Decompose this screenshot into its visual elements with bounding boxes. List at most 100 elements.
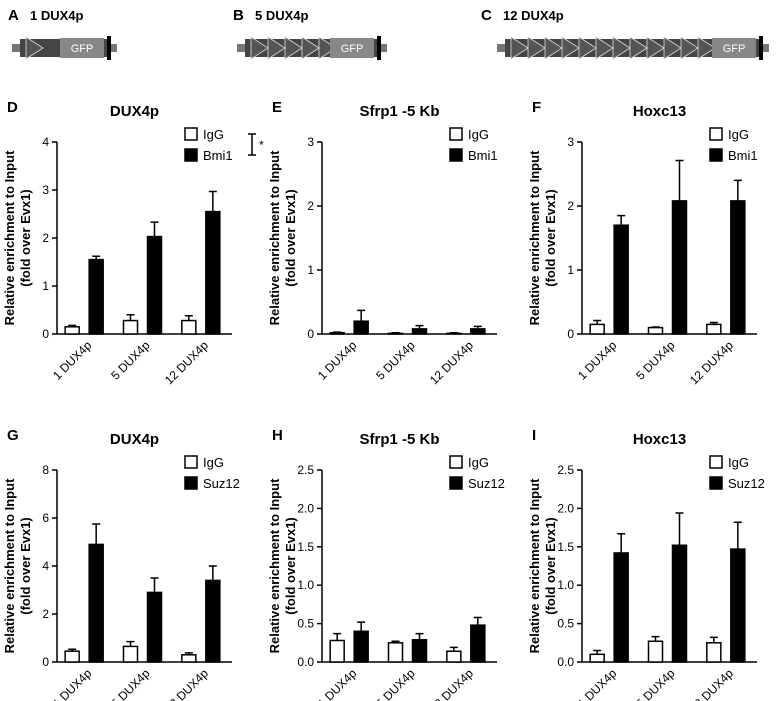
legend-label: Bmi1 xyxy=(468,148,498,163)
chart-title: Hoxc13 xyxy=(633,103,686,120)
bar xyxy=(671,544,688,663)
error-bar xyxy=(473,325,482,329)
y-axis-label: (fold over Evx1) xyxy=(543,189,558,287)
y-tick-label: 4 xyxy=(42,559,49,573)
y-tick-label: 6 xyxy=(42,511,49,525)
legend-label: Bmi1 xyxy=(728,148,758,163)
repeat-unit xyxy=(250,36,269,60)
x-tick-label: 5 DUX4p xyxy=(633,666,678,701)
repeat-unit xyxy=(25,36,44,60)
y-axis-label: (fold over Evx1) xyxy=(18,517,33,615)
significance-bracket xyxy=(248,133,256,156)
y-tick-label: 3 xyxy=(567,135,574,149)
y-tick-label: 8 xyxy=(42,463,49,477)
legend-swatch xyxy=(709,455,723,469)
bar xyxy=(706,642,722,663)
repeat-unit xyxy=(267,36,286,60)
error-bar xyxy=(651,326,660,328)
y-axis-label: Relative enrichment to Input xyxy=(2,150,17,325)
bar xyxy=(146,591,163,663)
bar xyxy=(64,326,80,335)
error-bar xyxy=(449,646,458,652)
gfp-box xyxy=(60,38,104,58)
y-tick-label: 2.5 xyxy=(557,463,574,477)
panel-letter: F xyxy=(532,99,541,116)
y-tick-label: 2.5 xyxy=(297,463,314,477)
bar xyxy=(122,319,139,335)
bar xyxy=(181,319,197,335)
panel-letter: B xyxy=(233,7,244,24)
legend-swatch xyxy=(184,476,198,490)
repeat-unit xyxy=(544,36,563,60)
y-tick-label: 2.0 xyxy=(297,501,314,515)
y-tick-label: 1.5 xyxy=(557,540,574,554)
repeat-unit xyxy=(612,36,631,60)
error-bar xyxy=(150,577,159,593)
x-tick-label: 1 DUX4p xyxy=(575,338,620,383)
error-bar xyxy=(449,331,458,334)
error-bar xyxy=(709,321,718,325)
y-tick-label: 0.0 xyxy=(297,655,314,669)
y-axis-label: (fold over Evx1) xyxy=(283,189,298,287)
repeat-unit xyxy=(318,36,337,60)
gfp-label: GFP xyxy=(723,43,746,55)
y-axis-label: Relative enrichment to Input xyxy=(267,150,282,325)
legend-label: IgG xyxy=(728,127,749,142)
bar xyxy=(122,645,139,663)
repeat-unit xyxy=(629,36,648,60)
repeat-unit xyxy=(510,36,529,60)
y-tick-label: 1.0 xyxy=(557,578,574,592)
error-bar xyxy=(68,648,77,652)
y-tick-label: 0.0 xyxy=(557,655,574,669)
y-tick-label: 2 xyxy=(567,199,574,213)
repeat-unit xyxy=(663,36,682,60)
repeat-unit xyxy=(561,36,580,60)
bar xyxy=(647,326,664,335)
chart-title: Hoxc13 xyxy=(633,431,686,448)
error-bar xyxy=(473,616,482,626)
bar xyxy=(146,235,163,335)
error-bar xyxy=(675,512,684,546)
panel-letter: I xyxy=(532,427,536,444)
panel-letter: A xyxy=(8,7,19,24)
y-tick-label: 2 xyxy=(307,199,314,213)
y-tick-label: 2 xyxy=(42,607,49,621)
repeat-unit xyxy=(284,36,303,60)
legend-swatch xyxy=(449,476,463,490)
y-axis-label: Relative enrichment to Input xyxy=(527,478,542,653)
x-tick-label: 5 DUX4p xyxy=(373,666,418,701)
y-tick-label: 2.0 xyxy=(557,501,574,515)
x-tick-label: 1 DUX4p xyxy=(50,338,95,383)
bar xyxy=(353,320,369,335)
y-tick-label: 0 xyxy=(567,327,574,341)
x-tick-label: 5 DUX4p xyxy=(633,338,678,383)
error-bar xyxy=(333,632,342,641)
bar xyxy=(446,650,462,663)
legend-swatch xyxy=(449,148,463,162)
error-bar xyxy=(675,159,684,201)
construct-label: 1 DUX4p xyxy=(30,8,84,23)
error-bar xyxy=(391,331,400,334)
panel-letter: H xyxy=(272,427,283,444)
legend-label: IgG xyxy=(203,455,224,470)
bar xyxy=(730,548,746,663)
y-tick-label: 2 xyxy=(42,231,49,245)
error-bar xyxy=(651,635,660,642)
bar xyxy=(647,640,664,663)
legend-swatch xyxy=(449,455,463,469)
y-axis-label: Relative enrichment to Input xyxy=(267,478,282,653)
repeat-unit xyxy=(646,36,665,60)
error-bar xyxy=(593,319,602,325)
panel-letter: C xyxy=(481,7,492,24)
repeat-unit xyxy=(301,36,320,60)
y-tick-label: 4 xyxy=(42,135,49,149)
panel-letter: G xyxy=(7,427,19,444)
bar xyxy=(205,210,221,335)
error-bar xyxy=(709,636,718,643)
gfp-box xyxy=(712,38,756,58)
bar xyxy=(730,200,746,335)
end-bar xyxy=(759,36,763,60)
y-tick-label: 3 xyxy=(42,183,49,197)
y-tick-label: 0 xyxy=(42,327,49,341)
